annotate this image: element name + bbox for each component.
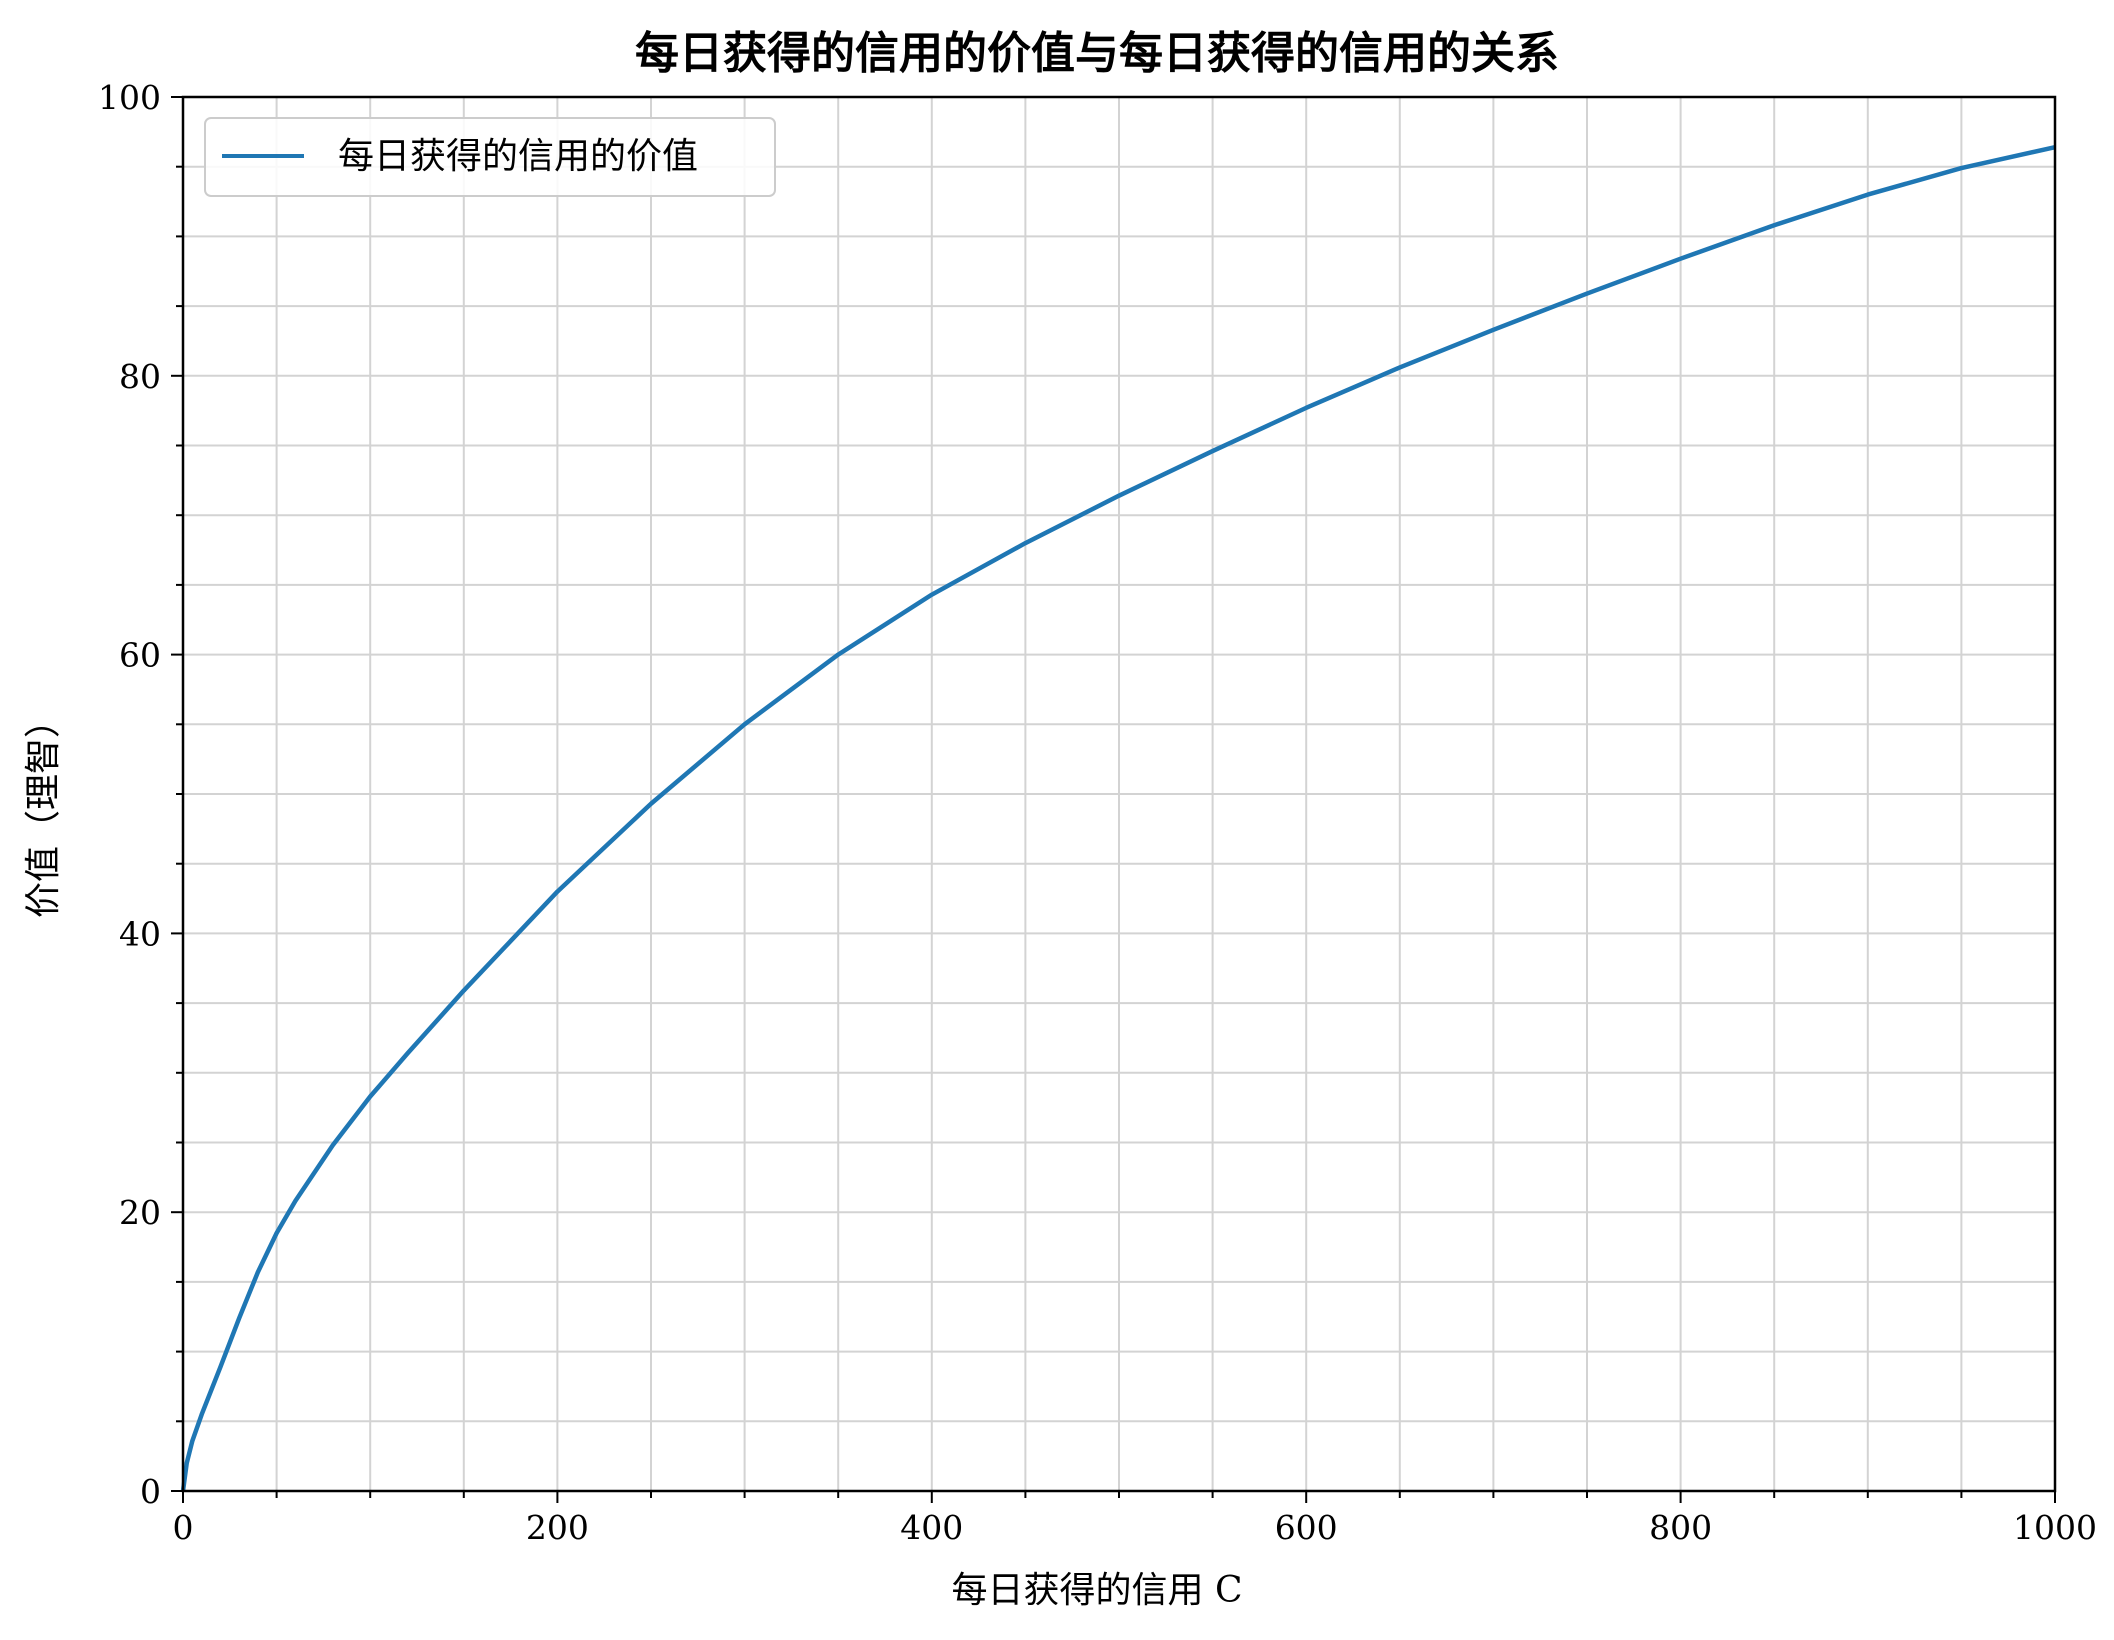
y-tick-label: 0 [140,1472,161,1511]
y-tick-label: 20 [119,1193,161,1232]
x-tick-label: 400 [900,1508,963,1547]
x-tick-label: 600 [1275,1508,1338,1547]
series-line-0 [180,144,2056,1492]
legend: 每日获得的信用的价值 [204,117,776,197]
chart-title: 每日获得的信用的价值与每日获得的信用的关系 [635,28,1559,79]
y-tick-label: 100 [98,78,161,117]
grid-lines [182,96,2056,1492]
y-tick-label: 40 [119,914,161,953]
legend-label: 每日获得的信用的价值 [338,136,698,177]
y-tick-label: 60 [119,636,161,675]
x-tick-label: 0 [173,1508,194,1547]
y-tick-label: 80 [119,357,161,396]
x-tick-label: 200 [526,1508,589,1547]
y-axis-label: 价值（理智） [23,702,64,918]
legend-box [204,117,776,197]
tick-marks: 0 200 400 600 800 1000 0 20 40 60 80 100 [98,78,2097,1547]
x-axis-label: 每日获得的信用 C [952,1570,1243,1611]
x-tick-label: 1000 [2013,1508,2097,1547]
x-tick-label: 800 [1649,1508,1712,1547]
series-layer [180,144,2056,1492]
